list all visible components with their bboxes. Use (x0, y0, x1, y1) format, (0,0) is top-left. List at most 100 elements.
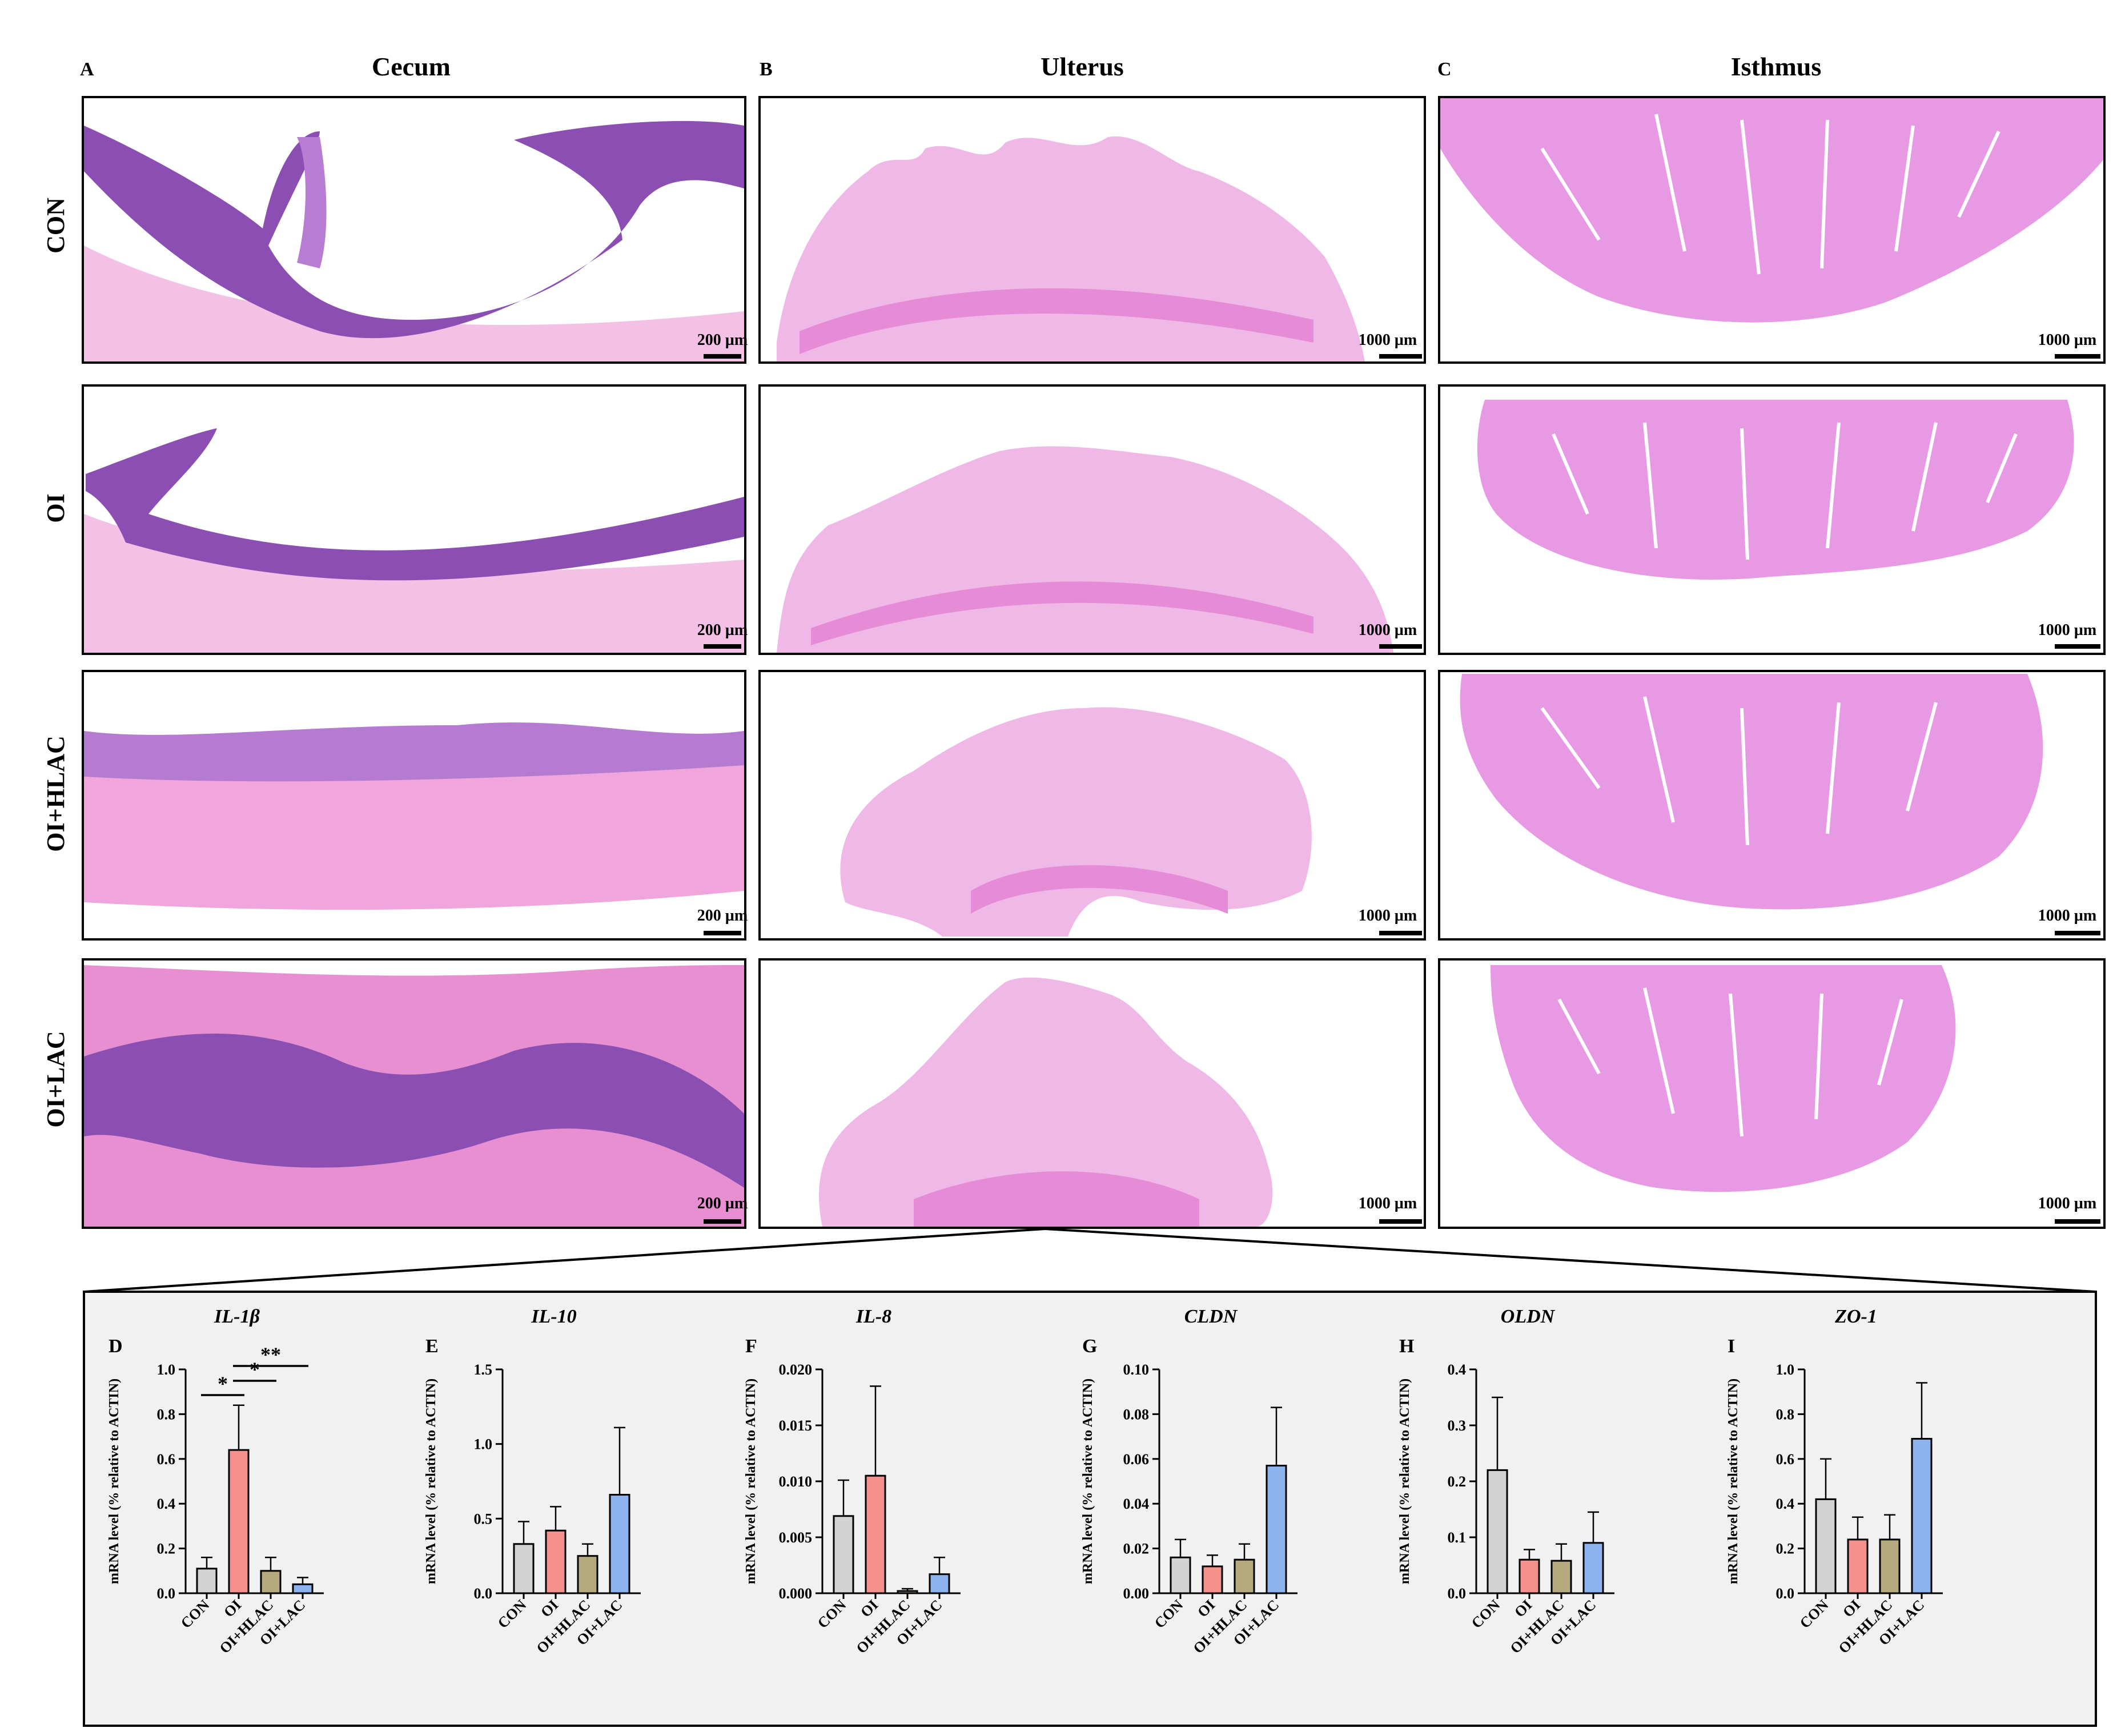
column-title-isthmus: Isthmus (1731, 52, 1822, 81)
chart-y-tick-label: 0.02 (1123, 1541, 1150, 1557)
chart-y-tick-label: 1.0 (474, 1436, 493, 1453)
chart-y-tick-label: 0.3 (1448, 1417, 1467, 1434)
scale-label: 1000 µm (2038, 907, 2096, 925)
chart-y-tick-label: 1.0 (1776, 1361, 1795, 1378)
chart-bar (1234, 1558, 1255, 1594)
chart-bar (1847, 1538, 1869, 1594)
chart-panel-letter: D (109, 1336, 123, 1357)
chart-y-tick-label: 0.4 (1448, 1361, 1467, 1378)
scale-label: 1000 µm (1359, 621, 1417, 639)
chart-bar (196, 1568, 218, 1594)
chart-significance-label: * (250, 1358, 260, 1381)
histology-cecum-con (82, 96, 746, 364)
column-title-uterus: Ulterus (1041, 52, 1124, 81)
scale-bar-uterus-oi-hlac: 1000 µm (1359, 907, 1422, 935)
chart-bar (1879, 1538, 1901, 1594)
scale-bar-cecum-con: 200 µm (697, 331, 748, 359)
chart-title: IL-8 (855, 1306, 891, 1327)
histology-isthmus-oi-lac (1438, 958, 2106, 1229)
chart-ylabel: mRNA level (% relative to ACTIN) (744, 1379, 758, 1584)
chart-panel-letter: G (1082, 1336, 1097, 1357)
chart-bar (897, 1590, 918, 1594)
chart-y-tick-label: 0.04 (1123, 1496, 1150, 1512)
chart-y-tick-label: 0.015 (779, 1417, 813, 1434)
chart-bar (513, 1543, 535, 1594)
histology-isthmus-oi-hlac (1438, 670, 2106, 941)
chart-bar (833, 1515, 854, 1594)
chart-ylabel: mRNA level (% relative to ACTIN) (424, 1379, 439, 1584)
zoom-line-left (83, 1228, 1046, 1293)
chart-y-tick-label: 0.000 (779, 1585, 813, 1602)
chart-y-tick-label: 0.6 (157, 1451, 176, 1468)
chart-title: ZO-1 (1834, 1306, 1877, 1327)
chart-y-tick-label: 0.5 (474, 1510, 493, 1527)
chart-title: OLDN (1501, 1306, 1556, 1327)
chart-title: IL-1β (214, 1306, 260, 1327)
chart-y-tick-label: 0.4 (1776, 1496, 1795, 1512)
scale-label: 1000 µm (2038, 621, 2096, 639)
chart-y-tick-label: 0.8 (157, 1406, 176, 1422)
scale-label: 200 µm (697, 907, 748, 925)
histology-uterus-oi-lac (758, 958, 1426, 1229)
chart-y-tick-label: 0.4 (157, 1496, 176, 1512)
chart-panel-letter: F (745, 1336, 757, 1357)
chart-y-tick-label: 0.6 (1776, 1451, 1795, 1468)
chart-bar (929, 1573, 950, 1594)
chart-y-tick-label: 1.0 (157, 1361, 176, 1378)
zoom-line-right (1045, 1228, 2096, 1293)
scale-bar-uterus-oi: 1000 µm (1359, 621, 1422, 649)
chart-significance-label: * (218, 1372, 228, 1395)
chart-y-tick-label: 0.005 (779, 1529, 813, 1546)
chart-bar (1582, 1542, 1604, 1594)
scale-label: 1000 µm (2038, 1195, 2096, 1212)
chart-bar (1519, 1558, 1540, 1594)
panel-letter-c: C (1437, 59, 1452, 80)
chart-y-tick-label: 0.8 (1776, 1406, 1795, 1422)
chart-y-tick-label: 0.00 (1123, 1585, 1150, 1602)
chart-bar (865, 1474, 886, 1594)
chart-bar (228, 1449, 250, 1594)
chart-y-tick-label: 0.0 (157, 1585, 176, 1602)
chart-bar (1487, 1469, 1508, 1594)
scale-bar-cecum-oi-lac: 200 µm (697, 1195, 748, 1224)
chart-ylabel: mRNA level (% relative to ACTIN) (107, 1379, 122, 1584)
scale-label: 200 µm (697, 331, 748, 349)
chart-bar (1202, 1565, 1223, 1594)
row-label-oi-lac: OI+LAC (42, 1031, 70, 1127)
panel-letter-a: A (80, 59, 94, 80)
scale-bar-uterus-con: 1000 µm (1359, 331, 1422, 359)
chart-bar (1550, 1560, 1572, 1594)
chart-bar (577, 1555, 598, 1594)
histology-isthmus-con (1438, 96, 2106, 364)
chart-bar (1266, 1465, 1287, 1594)
row-label-oi: OI (42, 493, 70, 523)
chart-y-tick-label: 0.2 (1448, 1473, 1467, 1490)
chart-bar (1815, 1498, 1837, 1594)
scale-label: 1000 µm (2038, 331, 2096, 349)
scale-bar-isthmus-oi: 1000 µm (2038, 621, 2100, 649)
scale-label: 1000 µm (1359, 907, 1417, 925)
chart-y-tick-label: 0.1 (1448, 1529, 1467, 1546)
chart-bar (545, 1529, 567, 1594)
row-label-oi-hlac: OI+HLAC (42, 736, 70, 852)
chart-bar (1170, 1556, 1191, 1594)
chart-y-tick-label: 0.06 (1123, 1451, 1150, 1468)
chart-ylabel: mRNA level (% relative to ACTIN) (1080, 1379, 1095, 1584)
chart-ylabel: mRNA level (% relative to ACTIN) (1397, 1379, 1412, 1584)
scale-label: 1000 µm (1359, 331, 1417, 349)
histology-isthmus-oi (1438, 384, 2106, 655)
histology-cecum-oi (82, 384, 746, 655)
histology-cecum-oi-lac (82, 958, 746, 1229)
chart-bar (609, 1494, 630, 1594)
scale-bar-uterus-oi-lac: 1000 µm (1359, 1195, 1422, 1224)
qpcr-inset-box (83, 1291, 2097, 1727)
row-label-con: CON (42, 198, 70, 254)
chart-bar (292, 1583, 314, 1594)
histology-uterus-oi-hlac (758, 670, 1426, 941)
scale-bar-isthmus-con: 1000 µm (2038, 331, 2100, 359)
chart-y-tick-label: 1.5 (474, 1361, 493, 1378)
chart-title: IL-10 (531, 1306, 576, 1327)
scale-bar-cecum-oi: 200 µm (697, 621, 748, 649)
chart-y-tick-label: 0.2 (1776, 1541, 1795, 1557)
